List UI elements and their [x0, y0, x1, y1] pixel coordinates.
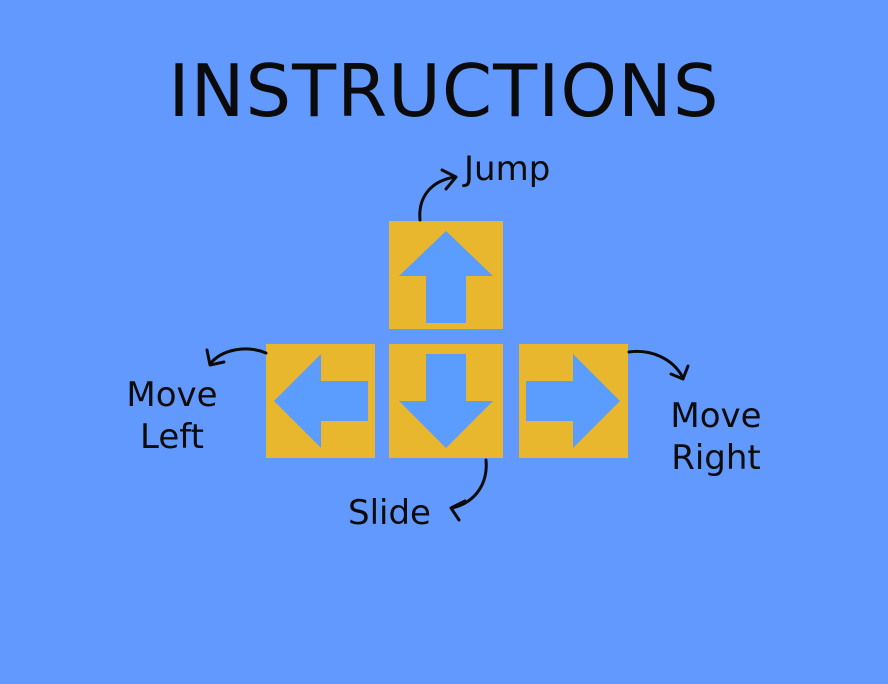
- move-left-pointer-icon: [208, 347, 268, 366]
- page-title: INSTRUCTIONS: [168, 49, 720, 133]
- left-arrow-key: [266, 344, 375, 458]
- move-left-label-line-1: Move: [126, 375, 218, 415]
- arrow-right-icon: [526, 354, 620, 448]
- slide-pointer-icon: [450, 458, 488, 510]
- jump-pointer-icon: [418, 175, 457, 222]
- arrow-up-icon: [399, 231, 493, 323]
- move-left-label: Move Left: [108, 374, 236, 458]
- jump-label: Jump: [464, 149, 551, 189]
- move-right-label-line-2: Right: [671, 438, 761, 478]
- move-left-label-line-2: Left: [140, 417, 204, 457]
- arrow-left-icon: [274, 354, 368, 448]
- move-right-label-line-1: Move: [670, 396, 762, 436]
- move-right-label: Move Right: [652, 395, 780, 479]
- slide-label: Slide: [348, 493, 431, 533]
- up-arrow-key: [389, 221, 503, 329]
- move-right-pointer-icon: [627, 349, 685, 380]
- down-arrow-key: [389, 344, 503, 458]
- arrow-down-icon: [399, 354, 493, 448]
- right-arrow-key: [519, 344, 628, 458]
